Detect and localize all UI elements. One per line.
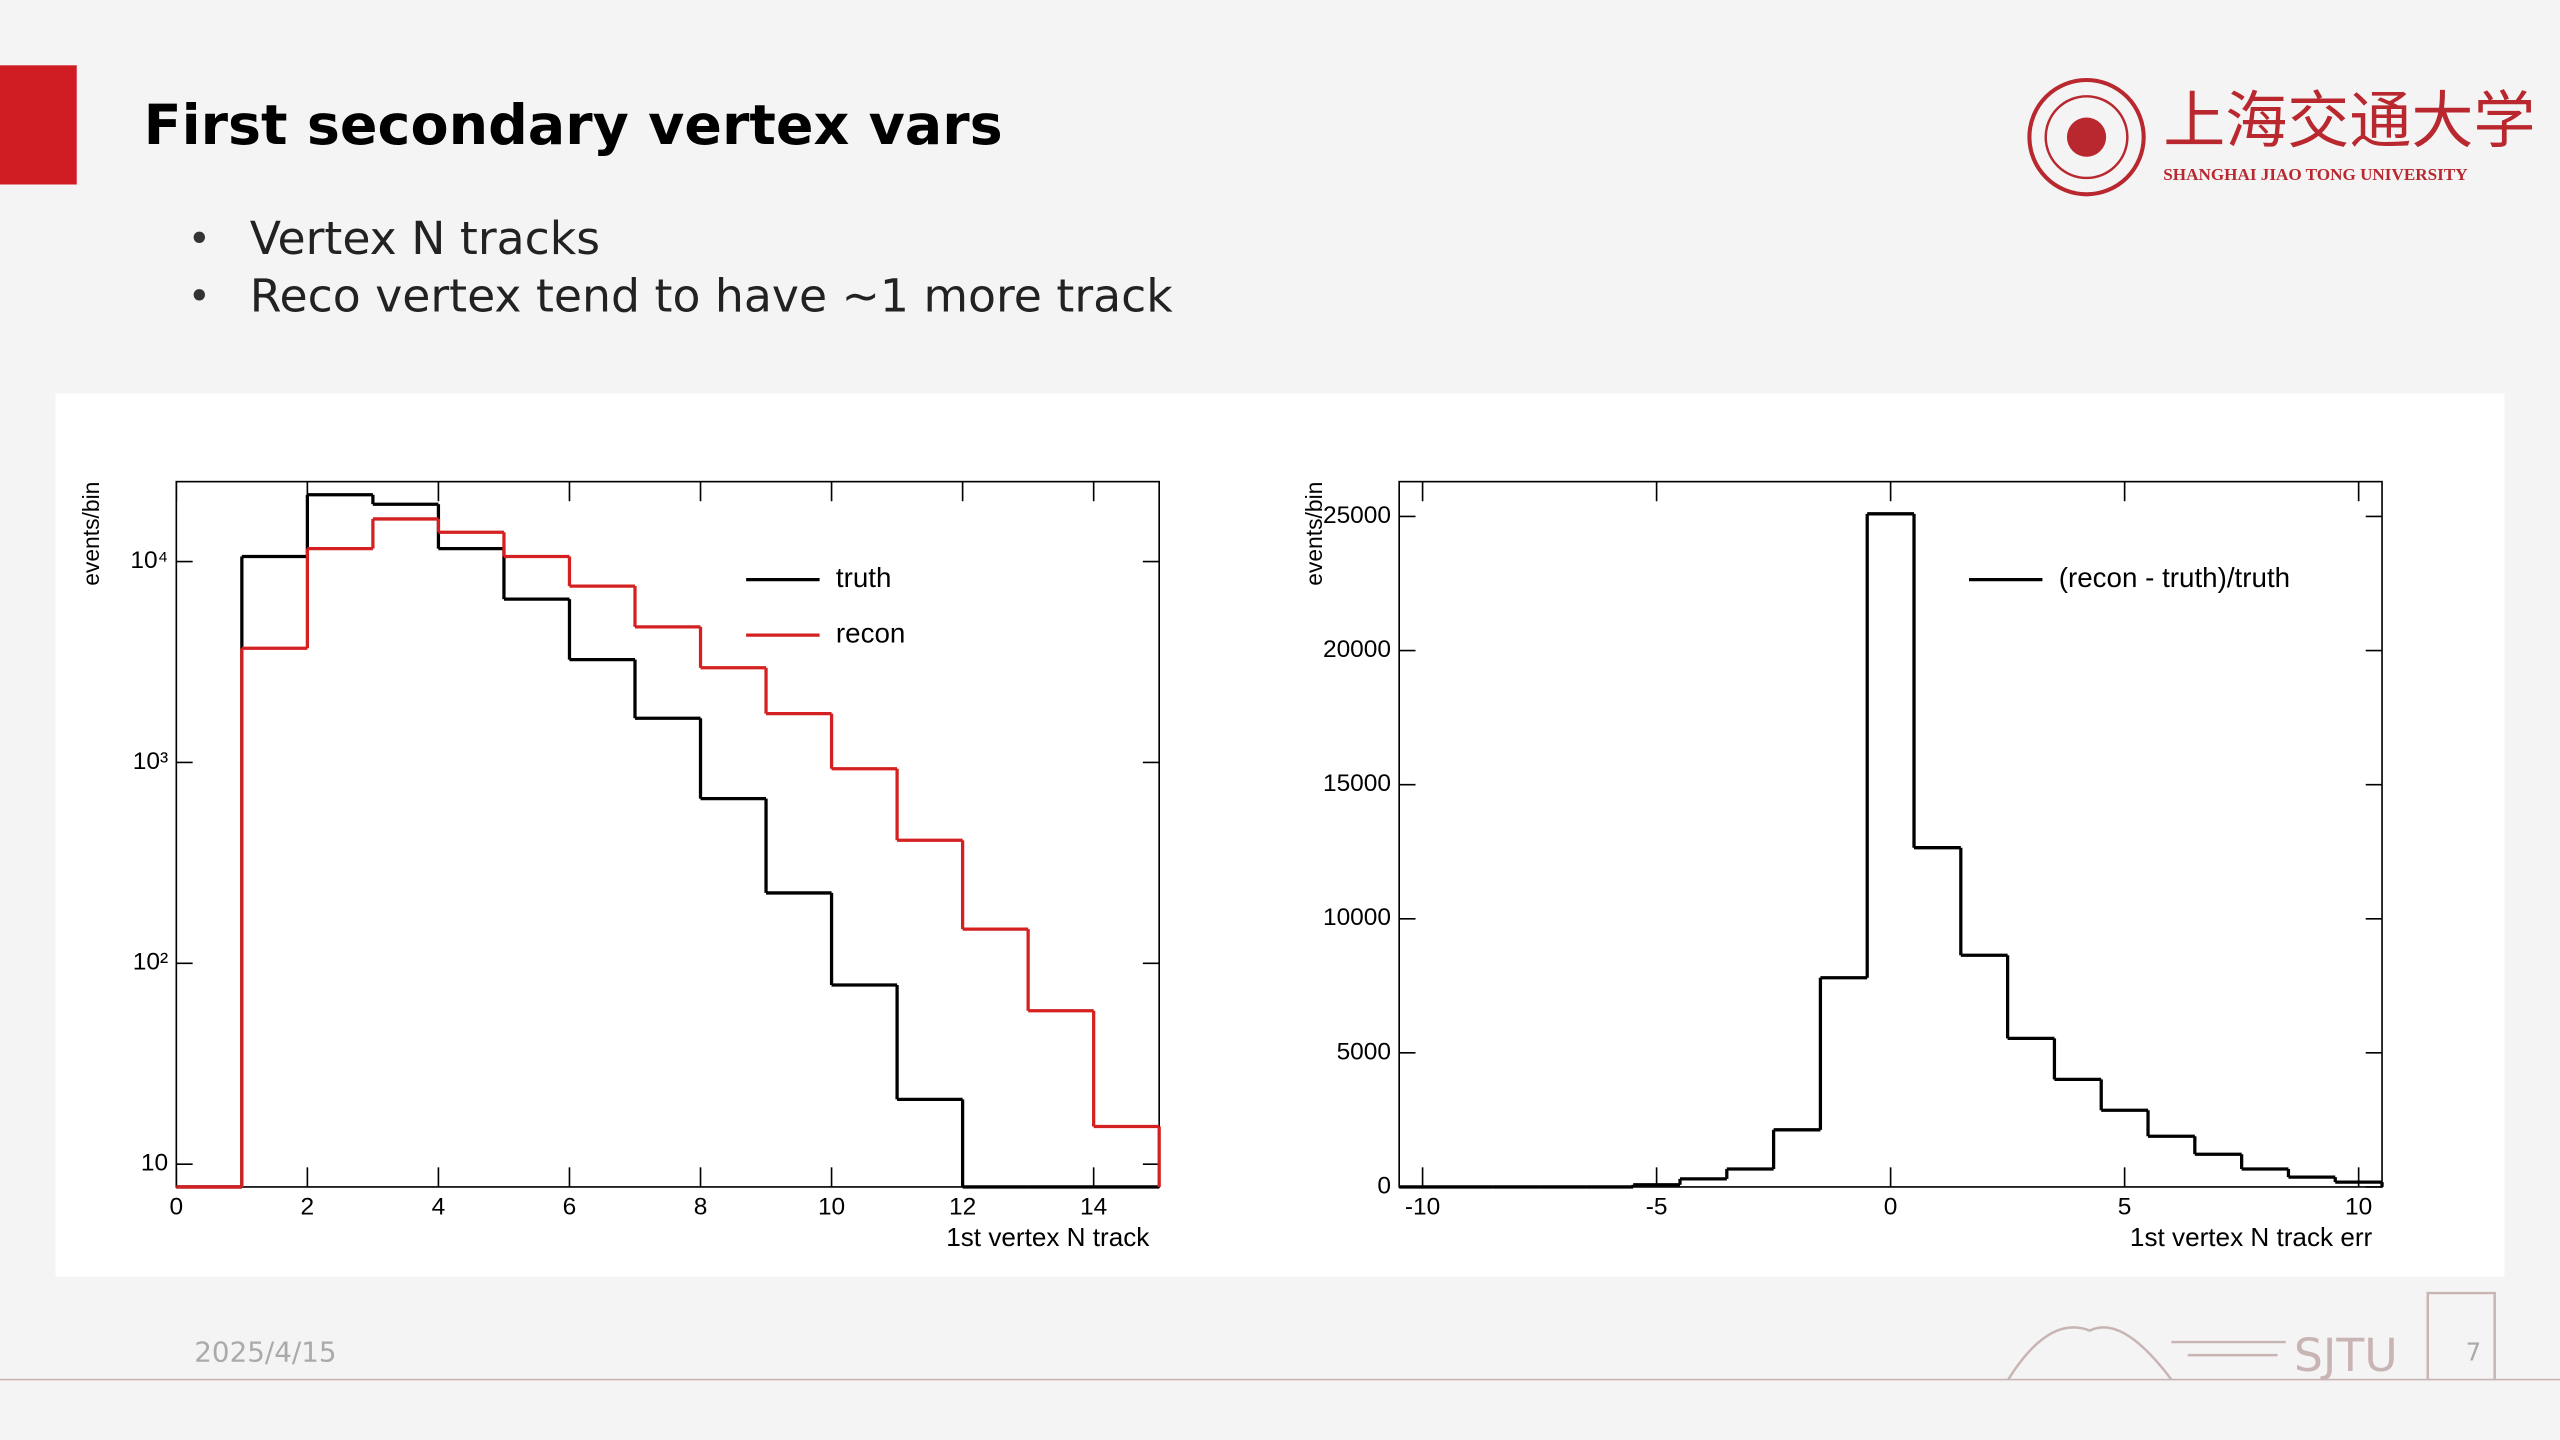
page-number: 7	[2466, 1337, 2482, 1366]
bullet: Vertex N tracks	[250, 212, 600, 265]
y-tick-label: 15000	[1323, 770, 1391, 797]
x-tick-label: -5	[1646, 1194, 1668, 1221]
y-tick-label: 10³	[133, 748, 168, 775]
bullet-dot: •	[188, 274, 211, 319]
legend-label: truth	[836, 562, 892, 593]
bullet: Reco vertex tend to have ~1 more track	[250, 269, 1173, 322]
x-tick-label: 0	[170, 1194, 184, 1221]
logo-seal	[2027, 77, 2146, 197]
date: 2025/4/15	[194, 1335, 336, 1368]
y-axis-label: events/bin	[1301, 482, 1327, 586]
logo-name-cn: 上海交通大学	[2163, 84, 2535, 157]
x-tick-label: 6	[563, 1194, 577, 1221]
x-tick-label: 0	[1884, 1194, 1898, 1221]
logo-seal-inner	[2044, 95, 2129, 180]
legend-label: recon	[836, 617, 905, 648]
y-tick-label: 10⁴	[130, 547, 168, 574]
bullet-dot: •	[188, 217, 211, 262]
x-tick-label: 14	[1080, 1194, 1107, 1221]
y-tick-label: 20000	[1323, 636, 1391, 663]
footer-mark: SJTU	[2294, 1329, 2398, 1382]
x-tick-label: 10	[2345, 1194, 2372, 1221]
y-tick-label: 0	[1377, 1172, 1391, 1199]
x-tick-label: 10	[818, 1194, 845, 1221]
x-tick-label: 4	[432, 1194, 446, 1221]
slide-title: First secondary vertex vars	[144, 93, 1003, 158]
title-accent	[0, 65, 77, 185]
legend-label: (recon - truth)/truth	[2059, 562, 2290, 593]
x-axis-label: 1st vertex N track	[946, 1222, 1150, 1252]
x-tick-label: -10	[1405, 1194, 1440, 1221]
chart-panel	[55, 393, 2505, 1277]
y-tick-label: 10²	[133, 949, 168, 976]
y-tick-label: 10	[141, 1150, 168, 1177]
y-tick-label: 25000	[1323, 502, 1391, 529]
plot-frame	[175, 480, 1160, 1188]
y-axis-label: events/bin	[78, 482, 104, 586]
logo-seal-core	[2066, 117, 2107, 157]
x-tick-label: 8	[694, 1194, 708, 1221]
x-tick-label: 12	[949, 1194, 976, 1221]
x-tick-label: 2	[301, 1194, 315, 1221]
x-tick-label: 5	[2118, 1194, 2132, 1221]
logo-name-en: SHANGHAI JIAO TONG UNIVERSITY	[2163, 165, 2468, 184]
x-axis-label: 1st vertex N track err	[2130, 1222, 2373, 1252]
footer-art	[2007, 1291, 2496, 1381]
y-tick-label: 10000	[1323, 904, 1391, 931]
logo: 上海交通大学 SHANGHAI JIAO TONG UNIVERSITY	[2027, 77, 2535, 197]
y-tick-label: 5000	[1337, 1038, 1391, 1065]
